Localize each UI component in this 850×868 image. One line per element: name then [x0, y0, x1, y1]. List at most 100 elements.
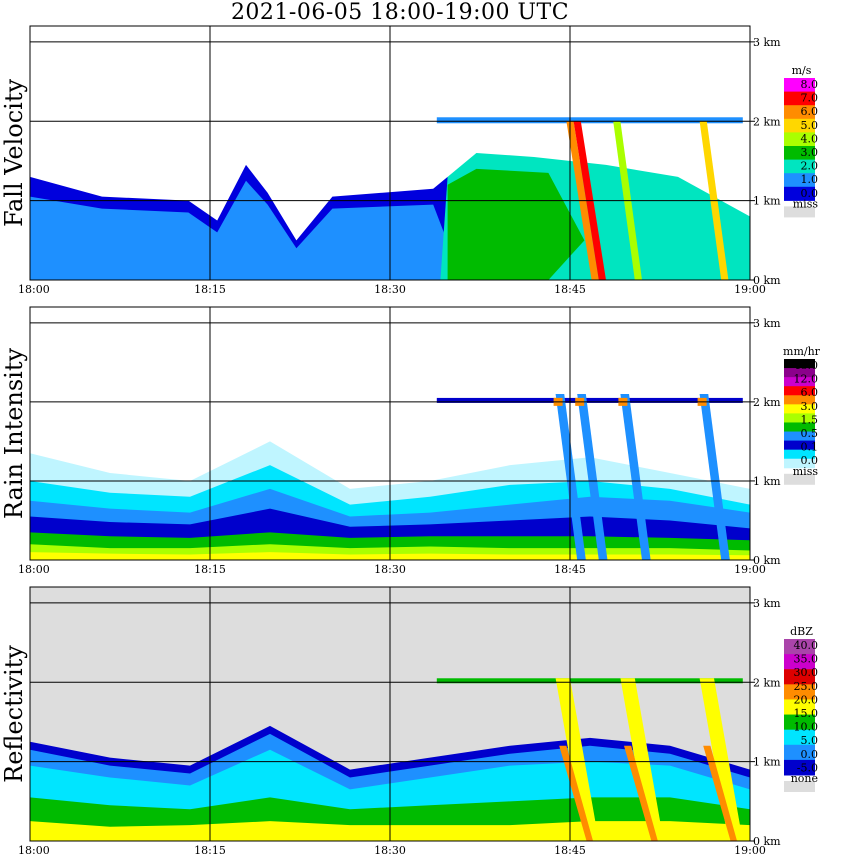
x-tick-label: 19:00 [734, 844, 766, 857]
x-tick-label: 18:30 [374, 844, 406, 857]
colorbar-missing-label: miss [793, 197, 819, 210]
fall-streak-core [559, 745, 594, 841]
colorbar-unit: m/s [792, 64, 812, 77]
colorbar-swatch [784, 359, 815, 369]
colorbar-label: 5.0 [801, 734, 819, 747]
colorbar-label: 0.0 [801, 748, 819, 761]
y-axis-label: Fall Velocity [0, 79, 28, 228]
colorbar-label: 6.0 [801, 105, 819, 118]
colorbar-label: 3.0 [801, 400, 819, 413]
colorbar-label: 4.0 [801, 132, 819, 145]
colorbar-label: 35.0 [794, 653, 819, 666]
y-tick-label: 1 km [753, 195, 781, 208]
colorbar-missing-swatch [784, 473, 815, 485]
panel-reflectivity: 0 km 1 km 2 km 3 km 18:00 18:15 18:30 18:45 19:0… [0, 586, 819, 857]
y-tick-label: 3 km [753, 597, 781, 610]
y-axis-label: Reflectivity [0, 645, 28, 783]
colorbar-swatch [784, 118, 815, 133]
colorbar-swatch [784, 431, 815, 442]
colorbar-label: 0.5 [801, 427, 819, 440]
colorbar-swatch [784, 639, 815, 655]
y-tick-label: 0 km [753, 274, 781, 287]
x-tick-label: 18:15 [194, 844, 226, 857]
colorbar-swatch [784, 699, 815, 716]
colorbar-label: 7.0 [801, 92, 819, 105]
fall-streak [699, 393, 730, 560]
colorbar-swatch [784, 78, 815, 93]
colorbar-label: 0.0 [801, 454, 819, 467]
fall-streak-core [624, 745, 658, 841]
colorbar-swatch [784, 422, 815, 433]
colorbar-swatch [784, 395, 815, 405]
x-tick-label: 18:15 [194, 563, 226, 576]
colorbar-label: 20.0 [794, 693, 819, 706]
colorbar-swatch [784, 377, 815, 387]
fall-streak-core [703, 745, 738, 841]
fall-streak [620, 678, 664, 841]
plot-frame [29, 306, 751, 561]
panel-rain-intensity: 0 km 1 km 2 km 3 km 18:00 18:15 18:30 18:45 19:0… [0, 306, 821, 576]
colorbar-missing-swatch [784, 206, 815, 218]
chart-title: 2021-06-05 18:00-19:00 UTC [230, 0, 570, 25]
plot-frame [29, 25, 751, 281]
y-tick-label: 2 km [753, 115, 781, 128]
colorbar-missing-label: none [791, 772, 818, 785]
colorbar-swatch [784, 440, 815, 451]
colorbar-missing-label: miss [793, 465, 819, 478]
panel-fall-velocity: 0 km 1 km 2 km 3 km 18:00 18:15 18:30 18:45 19:0… [0, 25, 819, 296]
colorbar-swatch [784, 669, 815, 685]
colorbar-swatch [784, 132, 815, 147]
colorbar-swatch [784, 449, 815, 460]
y-tick-label: 0 km [753, 835, 781, 848]
colorbar-label: 6.0 [801, 386, 819, 399]
colorbar-label: 25.0 [794, 680, 819, 693]
colorbar-swatch [784, 159, 815, 174]
x-tick-label: 18:00 [18, 844, 50, 857]
colorbar-label: 5.0 [801, 119, 819, 132]
colorbar-swatch [784, 91, 815, 106]
fall-streak [577, 393, 608, 560]
x-tick-label: 19:00 [734, 563, 766, 576]
colorbar-swatch [784, 759, 815, 776]
colorbar-swatch [784, 186, 815, 201]
colorbar-label: 10.0 [794, 721, 819, 734]
colorbar-swatch [784, 386, 815, 396]
y-tick-label: 1 km [753, 756, 781, 769]
x-tick-label: 18:30 [374, 563, 406, 576]
fall-streak [555, 678, 599, 841]
colorbar-swatch [784, 654, 815, 670]
x-tick-label: 18:45 [554, 563, 586, 576]
colorbar-label: 0.1 [801, 441, 819, 454]
x-tick-label: 18:30 [374, 283, 406, 296]
colorbar-swatch [784, 744, 815, 761]
colorbar-swatch [784, 684, 815, 700]
y-tick-label: 2 km [753, 676, 781, 689]
colorbar-label: 0.0 [801, 187, 819, 200]
colorbar-unit: mm/hr [783, 345, 821, 358]
x-tick-label: 18:45 [554, 844, 586, 857]
colorbar-swatch [784, 105, 815, 120]
colorbar-label: 48.0 [794, 359, 819, 372]
colorbar-label: 3.0 [801, 146, 819, 159]
colorbar-swatch [784, 729, 815, 746]
colorbar-label: 8.0 [801, 78, 819, 91]
x-tick-label: 18:00 [18, 563, 50, 576]
bright-band [436, 678, 743, 684]
colorbar-swatch [784, 146, 815, 161]
bright-band [436, 117, 743, 124]
colorbar-label: -5.0 [797, 761, 818, 774]
fall-streak [555, 393, 586, 560]
y-tick-label: 3 km [753, 36, 781, 49]
colorbar-swatch [784, 458, 815, 469]
colorbar-missing-swatch [784, 781, 815, 792]
colorbar-label: 15.0 [794, 707, 819, 720]
cloud-layer-light [30, 180, 462, 280]
fall-streak [620, 393, 651, 560]
colorbar-unit: dBZ [790, 625, 813, 638]
bright-band [436, 397, 743, 403]
colorbar-swatch [784, 173, 815, 188]
y-axis-label: Rain Intensity [0, 348, 28, 520]
y-tick-label: 1 km [753, 475, 781, 488]
x-tick-label: 18:00 [18, 283, 50, 296]
x-tick-label: 18:15 [194, 283, 226, 296]
